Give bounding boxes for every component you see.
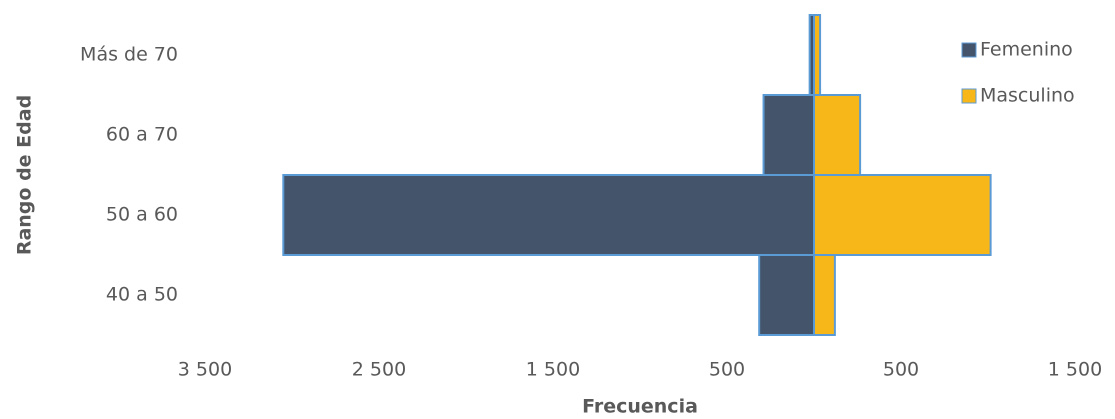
bar	[813, 14, 822, 96]
legend-label: Masculino	[980, 85, 1075, 107]
x-tick-label: 1 500	[1048, 359, 1102, 381]
y-tick-label: Más de 70	[80, 44, 178, 66]
bar	[813, 174, 992, 256]
y-axis-title: Rango de Edad	[14, 95, 36, 255]
y-tick-label: 50 a 60	[106, 204, 178, 226]
bar	[282, 174, 815, 256]
legend-swatch	[961, 88, 977, 104]
bar	[762, 94, 815, 176]
legend-swatch	[961, 42, 977, 58]
x-axis-title: Frecuencia	[582, 396, 698, 418]
x-tick-label: 3 500	[178, 359, 232, 381]
x-tick-label: 500	[709, 359, 745, 381]
bar	[758, 254, 816, 336]
x-tick-label: 500	[883, 359, 919, 381]
x-tick-label: 1 500	[526, 359, 580, 381]
bar	[813, 94, 862, 176]
bar	[813, 254, 836, 336]
y-tick-label: 40 a 50	[106, 284, 178, 306]
x-tick-label: 2 500	[352, 359, 406, 381]
legend-label: Femenino	[980, 39, 1073, 61]
y-tick-label: 60 a 70	[106, 124, 178, 146]
